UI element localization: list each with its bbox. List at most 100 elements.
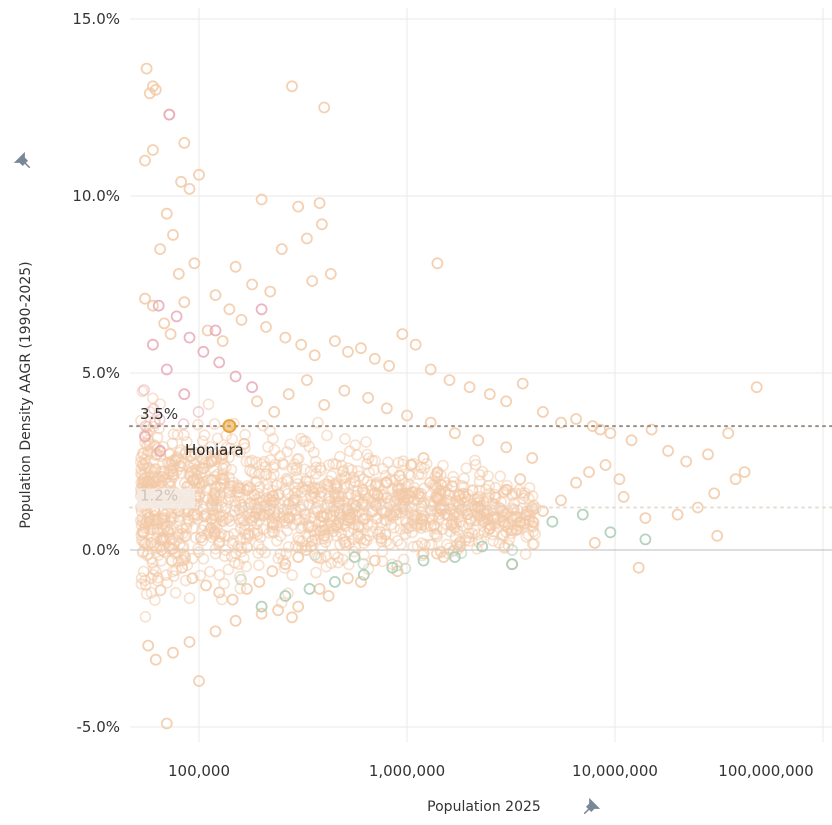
data-point[interactable] — [368, 352, 381, 365]
data-point[interactable] — [662, 444, 674, 457]
data-point[interactable] — [175, 175, 188, 188]
data-point[interactable] — [292, 551, 305, 563]
data-point[interactable] — [165, 554, 178, 567]
data-point[interactable] — [599, 459, 612, 471]
data-point[interactable] — [318, 529, 331, 542]
data-point[interactable] — [338, 384, 351, 397]
data-point[interactable] — [295, 338, 308, 351]
data-point[interactable] — [186, 572, 199, 585]
data-point[interactable] — [380, 476, 393, 489]
data-point[interactable] — [272, 604, 285, 617]
data-point[interactable] — [324, 267, 337, 280]
data-point[interactable] — [216, 448, 229, 461]
highlight-point[interactable] — [222, 419, 237, 434]
data-point[interactable] — [401, 409, 413, 422]
data-point[interactable] — [570, 413, 582, 425]
data-point[interactable] — [409, 338, 422, 351]
data-point[interactable] — [594, 423, 607, 436]
data-point[interactable] — [191, 473, 204, 486]
data-point[interactable] — [292, 600, 305, 613]
data-point[interactable] — [424, 416, 437, 429]
data-point[interactable] — [286, 611, 298, 624]
data-point[interactable] — [154, 444, 167, 457]
data-point[interactable] — [570, 476, 582, 489]
data-point[interactable] — [318, 398, 331, 411]
data-point[interactable] — [537, 405, 549, 418]
highlight-group[interactable]: Honiara — [185, 419, 244, 459]
data-point[interactable] — [183, 636, 196, 648]
data-point[interactable] — [537, 505, 549, 518]
data-point[interactable] — [500, 483, 513, 496]
data-point[interactable] — [313, 197, 326, 210]
data-point[interactable] — [604, 526, 617, 539]
y-axis-pin-icon[interactable] — [13, 151, 34, 172]
data-point[interactable] — [396, 328, 409, 341]
data-point[interactable] — [431, 466, 444, 479]
data-point[interactable] — [255, 193, 268, 206]
data-point[interactable] — [417, 554, 430, 567]
data-point[interactable] — [463, 381, 476, 394]
data-point[interactable] — [268, 405, 281, 418]
data-point[interactable] — [386, 561, 399, 574]
data-point[interactable] — [155, 544, 168, 556]
data-point[interactable] — [170, 310, 183, 323]
data-point[interactable] — [226, 593, 239, 606]
data-point[interactable] — [139, 154, 151, 167]
data-point[interactable] — [617, 490, 630, 503]
data-point[interactable] — [437, 551, 450, 563]
data-point[interactable] — [383, 359, 396, 372]
data-point[interactable] — [303, 583, 316, 595]
data-point[interactable] — [308, 349, 321, 362]
data-point[interactable] — [193, 675, 205, 687]
data-point[interactable] — [448, 427, 461, 440]
data-point[interactable] — [282, 388, 295, 401]
data-point[interactable] — [176, 561, 189, 574]
data-point[interactable] — [639, 512, 652, 524]
data-point[interactable] — [639, 533, 652, 546]
data-point[interactable] — [264, 285, 277, 298]
x-axis-pin-icon[interactable] — [580, 797, 601, 818]
data-point[interactable] — [146, 338, 159, 351]
data-point[interactable] — [588, 537, 601, 549]
data-point[interactable] — [266, 565, 279, 578]
data-point[interactable] — [315, 218, 328, 231]
data-point[interactable] — [348, 551, 361, 563]
data-point[interactable] — [417, 452, 430, 464]
data-point[interactable] — [160, 207, 173, 220]
data-point[interactable] — [200, 579, 212, 592]
data-point[interactable] — [188, 257, 201, 270]
data-point[interactable] — [487, 512, 500, 524]
data-point[interactable] — [702, 448, 714, 461]
data-point[interactable] — [632, 561, 645, 574]
data-point[interactable] — [750, 381, 763, 394]
data-point[interactable] — [514, 515, 527, 528]
data-point[interactable] — [223, 303, 236, 316]
data-point[interactable] — [197, 462, 210, 475]
data-point[interactable] — [722, 427, 735, 440]
data-point[interactable] — [145, 537, 158, 549]
data-point[interactable] — [163, 108, 176, 121]
data-point[interactable] — [729, 473, 742, 486]
data-point[interactable] — [625, 434, 638, 447]
data-point[interactable] — [448, 551, 461, 563]
data-point[interactable] — [279, 590, 292, 602]
data-point[interactable] — [446, 480, 459, 493]
data-point[interactable] — [213, 356, 226, 369]
data-point[interactable] — [431, 257, 444, 270]
data-point[interactable] — [483, 522, 496, 535]
data-point[interactable] — [235, 313, 248, 326]
data-point[interactable] — [417, 547, 430, 560]
data-point[interactable] — [139, 430, 151, 443]
data-point[interactable] — [313, 583, 326, 595]
data-point[interactable] — [246, 278, 259, 291]
data-point[interactable] — [472, 434, 485, 447]
data-point[interactable] — [167, 646, 179, 659]
data-point[interactable] — [255, 600, 268, 613]
data-point[interactable] — [555, 416, 567, 429]
data-point[interactable] — [229, 260, 242, 273]
data-point[interactable] — [286, 80, 298, 93]
data-point[interactable] — [354, 576, 367, 588]
data-point[interactable] — [167, 228, 179, 241]
data-point[interactable] — [546, 515, 559, 528]
data-point[interactable] — [300, 374, 313, 387]
